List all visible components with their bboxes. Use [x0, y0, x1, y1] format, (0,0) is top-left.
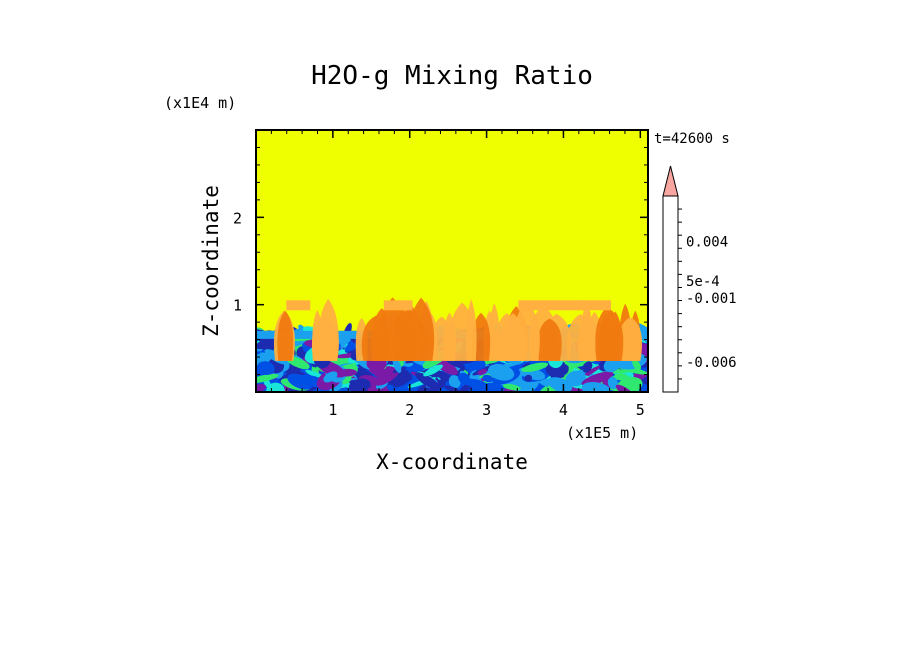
colorbar-extend-arrow: [662, 165, 679, 197]
y-tick-label: 1: [233, 297, 242, 315]
x-scale-label: (x1E5 m): [566, 424, 638, 442]
plume: [618, 317, 643, 361]
plume: [494, 313, 519, 361]
turbulence-blob: [477, 368, 488, 376]
turbulence-blob: [415, 372, 441, 391]
turbulence-blob: [502, 383, 521, 391]
y-tick-label: 2: [233, 209, 242, 227]
turbulence-blob: [581, 365, 601, 379]
plume: [599, 316, 611, 361]
plot-area: [255, 129, 649, 393]
x-tick-label: 4: [559, 401, 568, 419]
turbulence-blob: [524, 374, 533, 382]
chart-title: H2O-g Mixing Ratio: [311, 61, 593, 91]
x-tick-label: 1: [328, 401, 337, 419]
turbulence-blob: [374, 368, 400, 386]
turbulence-blob: [348, 378, 371, 392]
plume: [581, 313, 596, 361]
turbulence-blob: [522, 385, 535, 392]
turbulence-blob: [392, 356, 402, 373]
plume-cap: [518, 300, 586, 311]
plume: [513, 301, 540, 361]
turbulence-blob: [607, 376, 619, 390]
turbulence-blob: [463, 378, 490, 390]
plume: [277, 310, 294, 361]
time-label: t=42600 s: [654, 131, 730, 147]
plume: [471, 312, 491, 361]
axes: 1 2 3 4 5 1 2: [233, 130, 648, 419]
turbulence-blob: [423, 364, 443, 377]
turbulence-blob: [487, 363, 515, 381]
x-tick-label: 3: [482, 401, 491, 419]
x-tick-label: 2: [405, 401, 414, 419]
y-scale-label: (x1E4 m): [164, 94, 236, 112]
turbulence-blob: [448, 375, 461, 389]
plume-cap: [383, 300, 413, 311]
turbulence-blob: [323, 371, 338, 383]
colorbar: 0.004 5e-4-0.001 -0.006: [662, 165, 737, 393]
field-layer: [256, 130, 648, 392]
turbulence-blob: [581, 382, 611, 392]
plume: [318, 298, 339, 361]
colorbar-label: -0.001: [686, 291, 737, 307]
plot-frame: [255, 129, 649, 393]
plume: [377, 297, 408, 361]
x-tick-label: 5: [636, 401, 645, 419]
turbulence-blob: [266, 382, 285, 392]
y-axis-title: Z-coordinate: [199, 185, 223, 337]
turbulence-blob: [386, 384, 396, 392]
turbulence-blob: [632, 359, 642, 371]
turbulence-blob: [547, 377, 573, 392]
plume: [537, 318, 562, 361]
turbulence-blob: [256, 373, 279, 384]
turbulence-blob: [565, 370, 587, 387]
plume-cap: [286, 300, 311, 311]
x-axis-title: X-coordinate: [376, 450, 528, 474]
turbulence-blob: [521, 362, 549, 373]
plume-cap: [577, 300, 611, 311]
colorbar-label: 0.004: [686, 235, 728, 251]
turbulence-blob: [582, 361, 593, 373]
turbulence-blob: [256, 361, 275, 375]
colorbar-label: -0.006: [686, 355, 737, 371]
colorbar-label: 5e-4: [686, 274, 720, 290]
turbulence-blob: [287, 373, 313, 390]
plume: [466, 298, 477, 361]
turbulence-blob: [482, 374, 494, 383]
colorbar-frame: [662, 195, 679, 393]
turbulence-blob: [603, 357, 622, 373]
turbulence-blob: [435, 359, 458, 375]
